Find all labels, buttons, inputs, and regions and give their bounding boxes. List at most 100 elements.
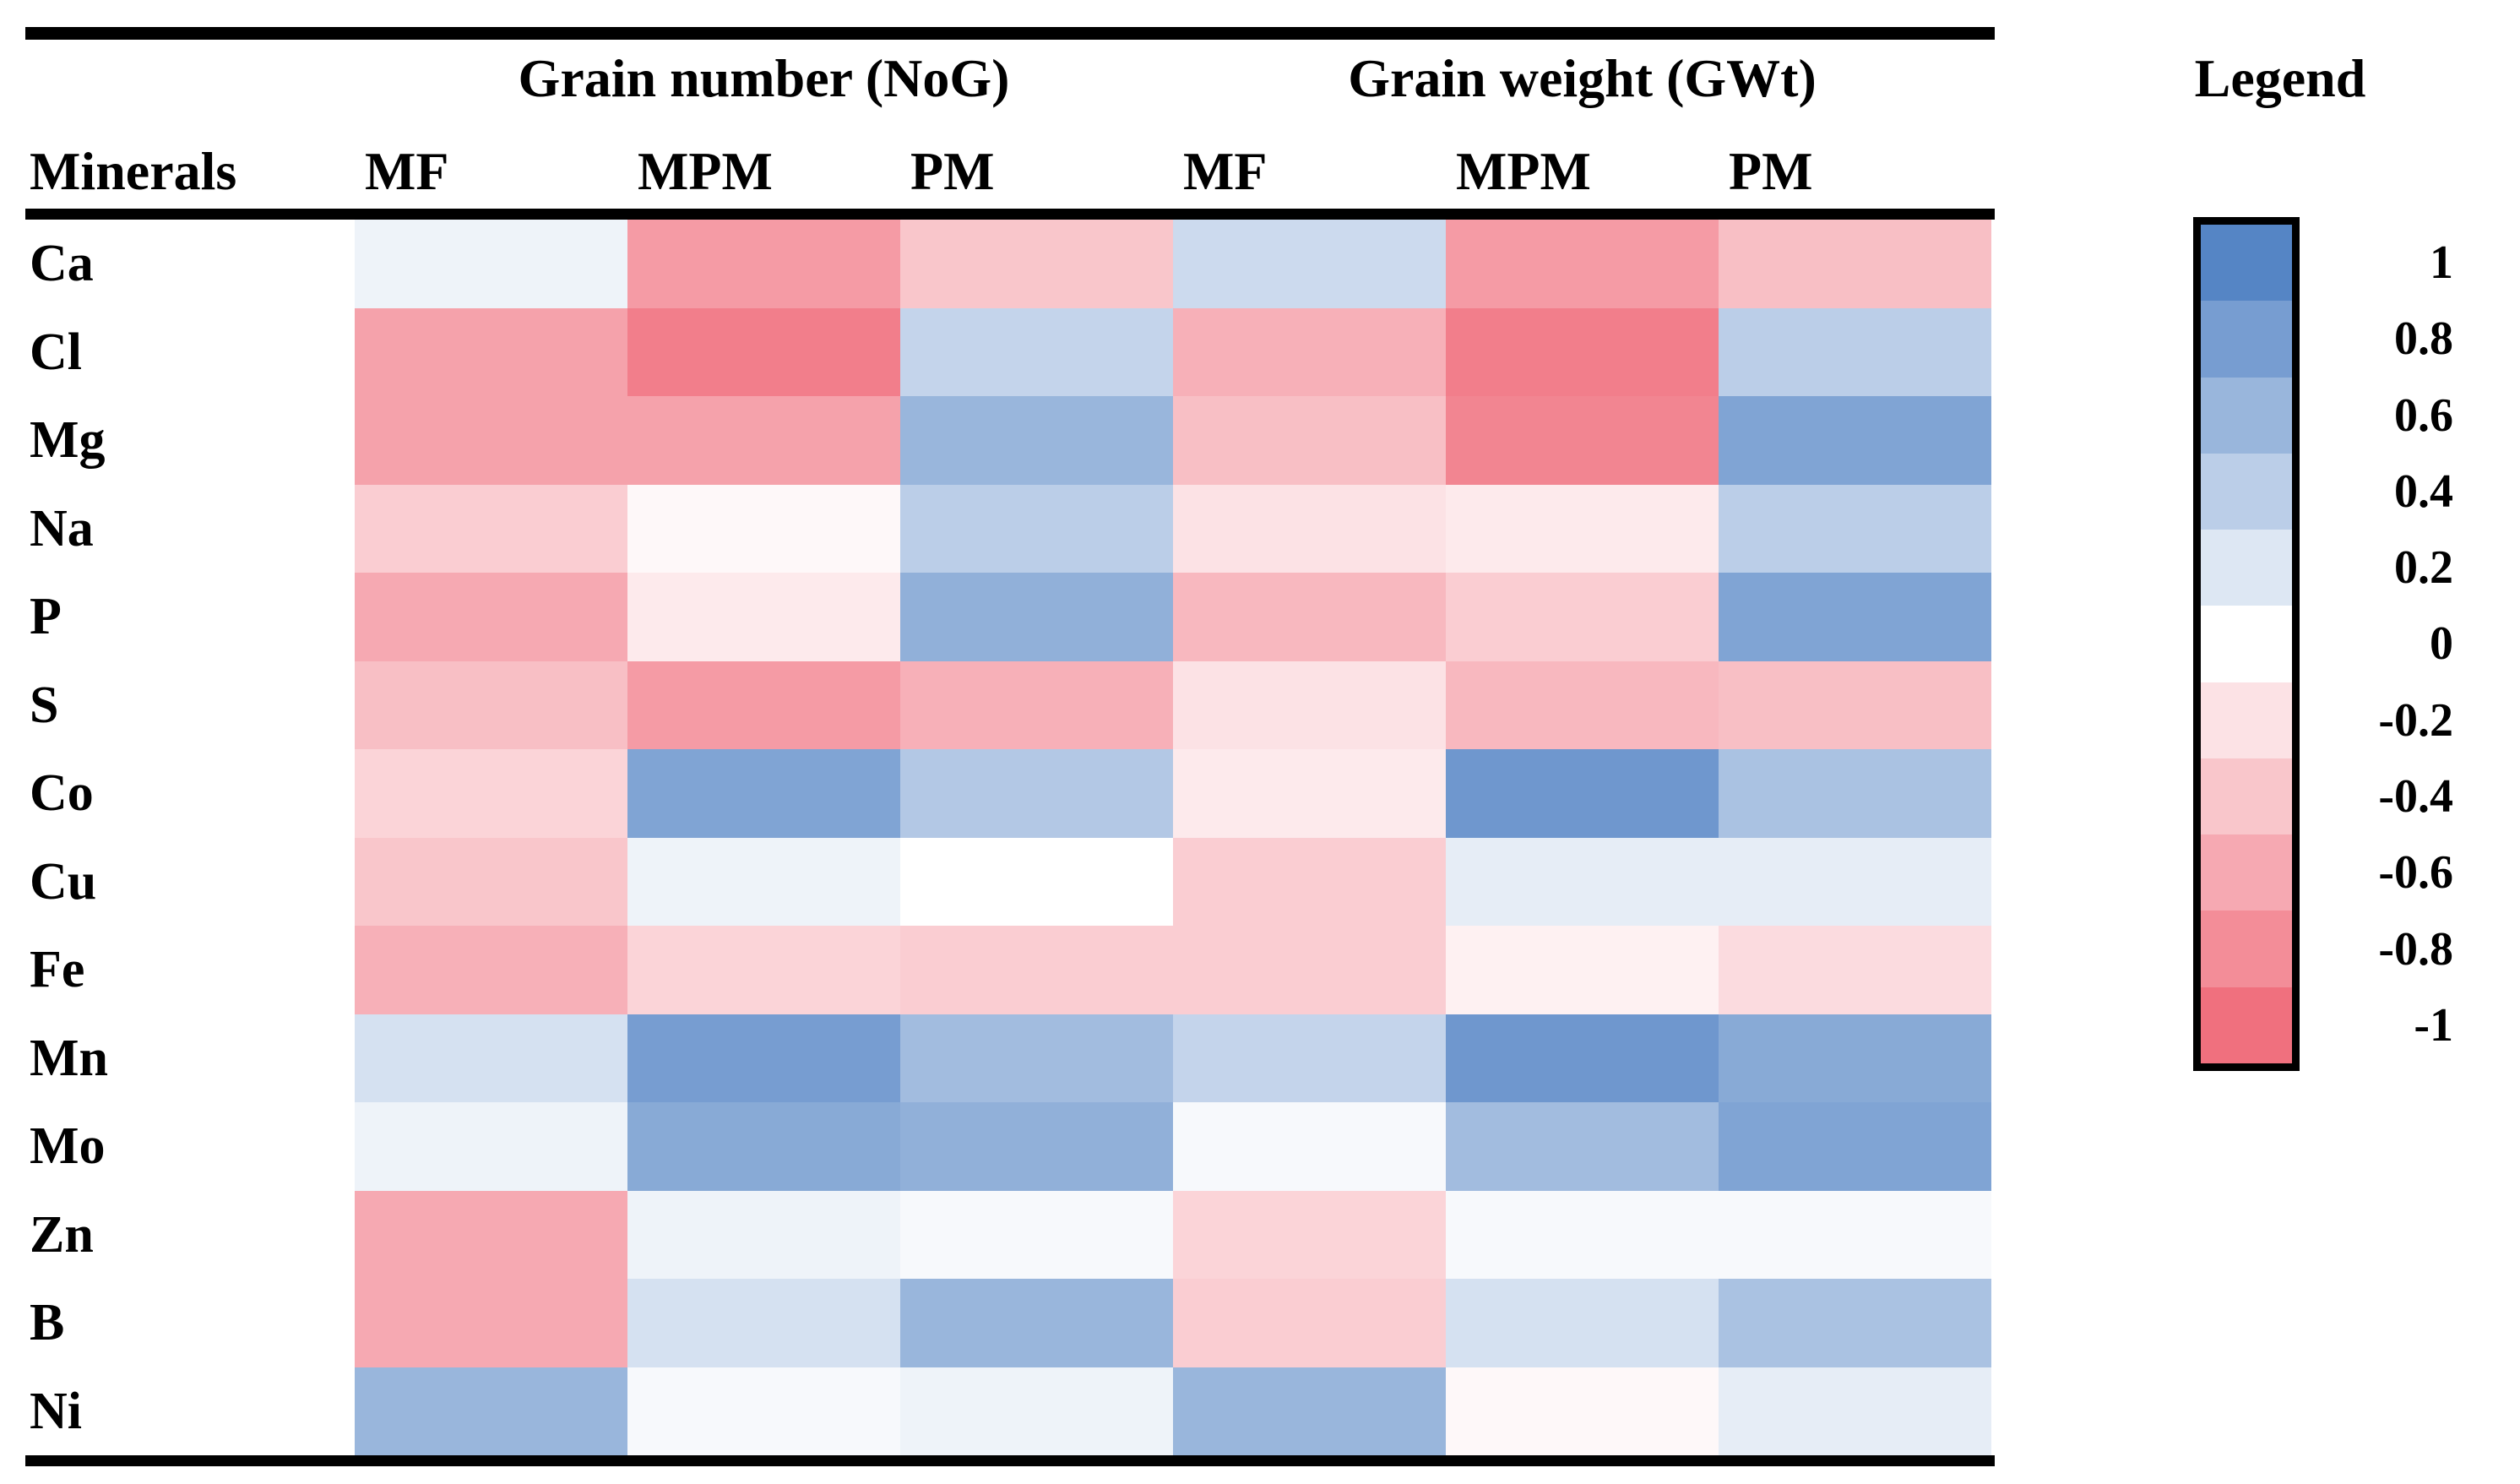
cell-Na-NoG-MF [355, 484, 627, 573]
cell-Zn-GWt-MF [1173, 1190, 1446, 1279]
mineral-label-Fe: Fe [30, 941, 85, 998]
cell-Mg-NoG-PM [900, 396, 1173, 485]
cell-Co-NoG-MF [355, 749, 627, 838]
cell-Mg-NoG-MF [355, 396, 627, 485]
cell-Cu-GWt-PM [1719, 837, 1991, 926]
mineral-label-Cl: Cl [30, 323, 82, 381]
cell-P-GWt-PM [1719, 573, 1991, 661]
cell-Zn-NoG-MPM [627, 1190, 900, 1279]
cell-P-GWt-MF [1173, 573, 1446, 661]
cell-Mn-NoG-MPM [627, 1014, 900, 1102]
cell-B-GWt-PM [1719, 1279, 1991, 1367]
legend-segment-0.4 [2201, 453, 2292, 530]
column-header-gwt-mf: MF [1183, 141, 1268, 201]
cell-Na-GWt-MF [1173, 484, 1446, 573]
legend-segment-0 [2201, 606, 2292, 682]
cell-Ca-NoG-MPM [627, 220, 900, 308]
legend-tick-0.2: 0.2 [2394, 541, 2453, 595]
cell-Mg-GWt-MF [1173, 396, 1446, 485]
cell-Co-NoG-MPM [627, 749, 900, 838]
mineral-label-Mn: Mn [30, 1029, 108, 1087]
mineral-label-Ca: Ca [30, 235, 94, 292]
cell-Fe-GWt-MF [1173, 926, 1446, 1014]
cell-Mg-NoG-MPM [627, 396, 900, 485]
cell-Co-NoG-PM [900, 749, 1173, 838]
cell-Ni-GWt-PM [1719, 1367, 1991, 1455]
cell-Cl-GWt-MPM [1446, 307, 1719, 396]
column-header-nog-mpm: MPM [638, 141, 773, 201]
cell-Zn-GWt-PM [1719, 1190, 1991, 1279]
cell-Mn-NoG-PM [900, 1014, 1173, 1102]
cell-Zn-GWt-MPM [1446, 1190, 1719, 1279]
cell-Mo-GWt-MPM [1446, 1102, 1719, 1191]
cell-Ni-NoG-MF [355, 1367, 627, 1455]
legend-tick--1: -1 [2414, 998, 2453, 1052]
cell-Na-GWt-PM [1719, 484, 1991, 573]
column-header-gwt-mpm: MPM [1456, 141, 1591, 201]
cell-B-NoG-MF [355, 1279, 627, 1367]
cell-Mo-NoG-PM [900, 1102, 1173, 1191]
legend-segment-1 [2201, 225, 2292, 302]
legend-title: Legend [2194, 48, 2366, 108]
cell-Fe-GWt-PM [1719, 926, 1991, 1014]
legend-segment--0.2 [2201, 682, 2292, 758]
legend-tick--0.8: -0.8 [2378, 922, 2453, 976]
cell-Fe-NoG-MPM [627, 926, 900, 1014]
minerals-column-header: Minerals [30, 141, 237, 201]
legend-segment--0.6 [2201, 834, 2292, 911]
cell-Na-GWt-MPM [1446, 484, 1719, 573]
cell-Fe-NoG-MF [355, 926, 627, 1014]
cell-P-GWt-MPM [1446, 573, 1719, 661]
cell-Cl-GWt-MF [1173, 307, 1446, 396]
cell-Ni-GWt-MF [1173, 1367, 1446, 1455]
legend-tick--0.4: -0.4 [2378, 769, 2453, 823]
mineral-label-Na: Na [30, 499, 94, 557]
column-header-nog-mf: MF [365, 141, 449, 201]
legend-segment--0.8 [2201, 911, 2292, 987]
legend-segment-0.6 [2201, 377, 2292, 454]
cell-Cu-GWt-MPM [1446, 837, 1719, 926]
column-header-gwt-pm: PM [1729, 141, 1813, 201]
legend-segment--0.4 [2201, 758, 2292, 835]
group-header-grain-weight: Grain weight (GWt) [1348, 48, 1817, 108]
cell-Fe-GWt-MPM [1446, 926, 1719, 1014]
mineral-label-S: S [30, 676, 59, 734]
cell-S-NoG-PM [900, 660, 1173, 749]
cell-Mn-NoG-MF [355, 1014, 627, 1102]
mineral-label-B: B [30, 1294, 65, 1351]
header-separator-rule [25, 209, 1995, 220]
cell-S-GWt-MPM [1446, 660, 1719, 749]
cell-Cu-NoG-MF [355, 837, 627, 926]
cell-Ca-GWt-MPM [1446, 220, 1719, 308]
mineral-label-Co: Co [30, 764, 94, 822]
cell-Mn-GWt-PM [1719, 1014, 1991, 1102]
cell-Ca-GWt-PM [1719, 220, 1991, 308]
cell-B-NoG-PM [900, 1279, 1173, 1367]
cell-Ni-NoG-MPM [627, 1367, 900, 1455]
cell-Zn-NoG-MF [355, 1190, 627, 1279]
cell-Cu-NoG-MPM [627, 837, 900, 926]
cell-Mg-GWt-MPM [1446, 396, 1719, 485]
cell-Co-GWt-PM [1719, 749, 1991, 838]
cell-Co-GWt-MF [1173, 749, 1446, 838]
cell-B-GWt-MF [1173, 1279, 1446, 1367]
cell-Mn-GWt-MF [1173, 1014, 1446, 1102]
legend-tick--0.6: -0.6 [2378, 846, 2453, 900]
legend-tick-0.8: 0.8 [2394, 313, 2453, 366]
column-header-nog-pm: PM [910, 141, 995, 201]
cell-B-GWt-MPM [1446, 1279, 1719, 1367]
cell-Mo-NoG-MPM [627, 1102, 900, 1191]
cell-Cu-GWt-MF [1173, 837, 1446, 926]
mineral-row-labels: Ca Cl Mg Na P S Co Cu Fe Mn Mo Zn B Ni [30, 220, 350, 1455]
cell-S-NoG-MPM [627, 660, 900, 749]
legend-tick--0.2: -0.2 [2378, 693, 2453, 747]
mineral-label-Zn: Zn [30, 1205, 94, 1264]
cell-P-NoG-MPM [627, 573, 900, 661]
cell-Mg-GWt-PM [1719, 396, 1991, 485]
cell-B-NoG-MPM [627, 1279, 900, 1367]
legend-tick-0: 0 [2430, 617, 2453, 671]
cell-Mo-GWt-MF [1173, 1102, 1446, 1191]
legend-tick-labels: 1 0.8 0.6 0.4 0.2 0 -0.2 -0.4 -0.6 -0.8 -1 [2293, 225, 2453, 1063]
legend-segment-0.2 [2201, 530, 2292, 606]
